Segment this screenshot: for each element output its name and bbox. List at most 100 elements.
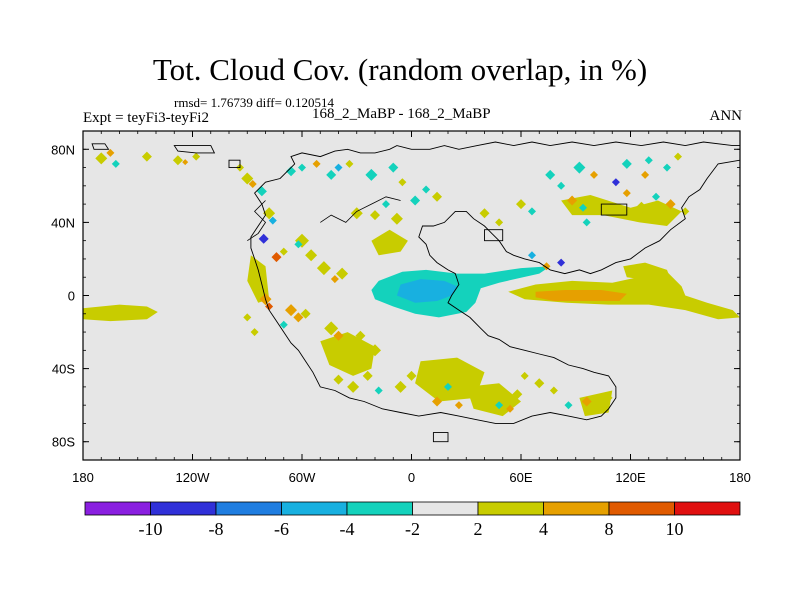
anomaly-speck-12 — [268, 216, 277, 225]
colorbar-box-3 — [281, 501, 348, 516]
anomaly-speck-92 — [549, 386, 558, 395]
coastline-north-island-1 — [173, 145, 216, 154]
anomaly-speck-55 — [622, 189, 631, 198]
anomaly-speck-33 — [382, 200, 390, 209]
anomaly-speck-58 — [665, 199, 676, 210]
atlantic-decrease — [371, 266, 551, 318]
map-area — [83, 131, 740, 460]
anomaly-speck-66 — [285, 304, 297, 317]
anomaly-speck-85 — [461, 385, 472, 396]
x-tick-label-5: 120E — [615, 470, 646, 485]
anomaly-speck-51 — [641, 170, 650, 179]
anomaly-speck-79 — [394, 380, 407, 393]
colorbar-label-4: -2 — [405, 519, 420, 539]
anomaly-speck-93 — [564, 401, 573, 410]
anomaly-speck-2 — [111, 159, 120, 168]
colorbar-label-6: 4 — [539, 519, 548, 539]
anomaly-speck-21 — [336, 267, 349, 280]
anomaly-speck-28 — [365, 168, 378, 181]
y-tick-label-2: 0 — [68, 289, 75, 304]
anomaly-speck-60 — [582, 218, 591, 227]
anomaly-speck-69 — [279, 320, 288, 329]
anomaly-speck-35 — [410, 195, 421, 206]
colorbar-box-8 — [608, 501, 675, 516]
anomaly-speck-4 — [172, 155, 183, 166]
anomaly-speck-57 — [652, 192, 660, 201]
asia-interior-increase — [561, 195, 682, 226]
anomaly-speck-62 — [557, 258, 566, 267]
experiment-label: Expt = teyFi3-teyFi2 — [83, 110, 209, 126]
x-tick-label-2: 60W — [289, 470, 316, 485]
anomaly-speck-82 — [432, 396, 442, 407]
anomaly-speck-81 — [421, 374, 432, 385]
anomaly-speck-94 — [581, 396, 592, 407]
colorbar-box-9 — [674, 501, 741, 516]
anomaly-speck-6 — [192, 152, 201, 161]
anomaly-speck-49 — [663, 163, 671, 172]
anomaly-speck-16 — [295, 233, 309, 248]
colorbar-box-6 — [477, 501, 544, 516]
australia-increase — [579, 390, 613, 417]
anomaly-speck-50 — [674, 152, 682, 161]
atlantic-decrease-core — [396, 279, 458, 303]
anomaly-speck-20 — [330, 275, 339, 284]
anomaly-speck-9 — [248, 180, 257, 188]
anomaly-speck-26 — [334, 163, 343, 172]
anomaly-speck-47 — [621, 158, 632, 169]
coastline-west-island — [228, 159, 241, 169]
stats-line: rmsd= 1.76739 diff= 0.120514 — [174, 95, 334, 110]
anomaly-speck-86 — [482, 388, 495, 401]
anomaly-speck-98 — [250, 328, 259, 337]
anomaly-speck-65 — [265, 302, 274, 311]
anomaly-speck-53 — [579, 203, 587, 212]
anomaly-speck-19 — [316, 261, 331, 276]
coastline-tethys-island — [484, 229, 504, 242]
coastline-pangea — [250, 141, 740, 424]
colorbar-box-1 — [150, 501, 217, 516]
anomaly-speck-89 — [512, 389, 523, 400]
anomaly-speck-23 — [298, 163, 306, 172]
anomaly-speck-56 — [635, 201, 648, 214]
x-tick-label-1: 120W — [176, 470, 211, 485]
anomaly-speck-72 — [343, 337, 356, 349]
colorbar: -10 -8 -6 -4 -2 2 4 8 10 — [84, 501, 741, 539]
anomaly-speck-13 — [258, 233, 269, 244]
colorbar-label-3: -4 — [340, 519, 355, 539]
pacific-increase — [83, 304, 158, 322]
anomaly-speck-34 — [390, 212, 403, 225]
anomaly-speck-42 — [545, 169, 556, 180]
anomaly-speck-32 — [370, 210, 380, 221]
anomaly-speck-88 — [506, 404, 514, 413]
x-tick-label-4: 60E — [509, 470, 532, 485]
anomaly-speck-52 — [567, 195, 578, 206]
anomaly-speck-11 — [263, 207, 276, 220]
colorbar-label-1: -8 — [209, 519, 224, 539]
coastline-detail-north — [320, 196, 401, 223]
anomaly-speck-27 — [345, 159, 354, 168]
coastline-inland-sea — [600, 203, 628, 216]
period-label: 168_2_MaBP - 168_2_MaBP — [312, 106, 491, 122]
anomaly-speck-30 — [398, 178, 407, 187]
colorbar-box-0 — [84, 501, 151, 516]
anomaly-speck-45 — [590, 170, 598, 179]
east-asia-increase — [623, 262, 671, 281]
anomaly-speck-76 — [347, 380, 360, 393]
colorbar-label-2: -6 — [274, 519, 289, 539]
colorbar-box-2 — [215, 501, 282, 516]
anomaly-speck-5 — [182, 159, 189, 166]
chart-title: Tot. Cloud Cov. (random overlap, in %) — [152, 52, 648, 87]
axes: 180 120W 60W 0 60E 120E 180 80N 40N 0 40S 80S — [51, 131, 751, 485]
colorbar-label-5: 2 — [474, 519, 483, 539]
anomaly-speck-46 — [611, 178, 620, 187]
anomaly-speck-1 — [106, 148, 115, 157]
anomaly-speck-87 — [495, 401, 504, 410]
north-atlantic-increase — [371, 229, 408, 256]
x-tick-label-6: 180 — [729, 470, 751, 485]
anomaly-speck-3 — [141, 151, 152, 162]
x-tick-label-0: 180 — [72, 470, 94, 485]
indian-ocean-increase-core — [535, 290, 627, 301]
anomaly-speck-29 — [388, 162, 399, 173]
anomaly-speck-25 — [326, 169, 337, 180]
anomaly-speck-44 — [573, 161, 586, 174]
anomaly-speck-63 — [528, 251, 536, 260]
